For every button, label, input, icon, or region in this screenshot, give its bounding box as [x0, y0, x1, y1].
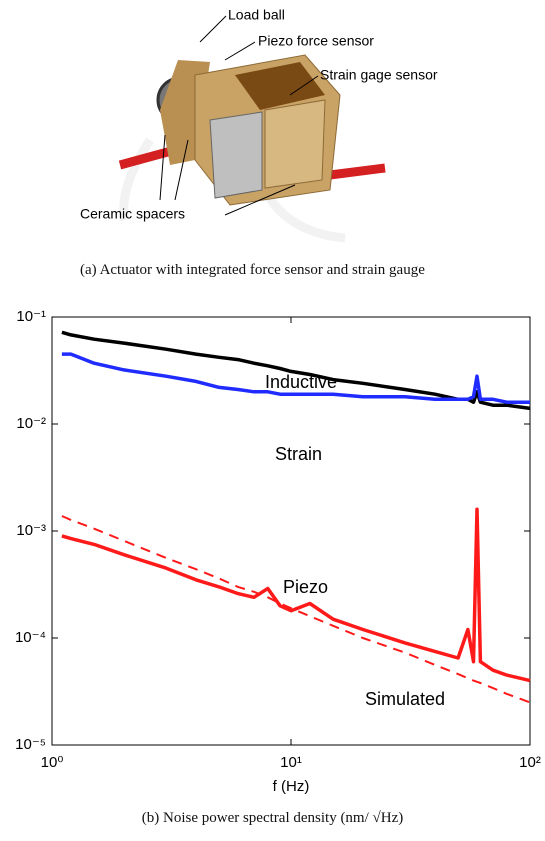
y-tick-label: 10⁻³ [16, 522, 46, 539]
caption-b: (b) Noise power spectral density (nm/ √H… [141, 810, 404, 826]
x-tick-label: 10² [519, 754, 541, 771]
cable [119, 137, 154, 222]
y-tick-label: 10⁻⁴ [15, 629, 46, 646]
x-axis-label: f (Hz) [273, 778, 310, 795]
photo-label: Piezo force sensor [258, 33, 374, 49]
series-line [61, 507, 531, 683]
caption-a: (a) Actuator with integrated force senso… [80, 262, 425, 278]
clamp [209, 111, 263, 199]
series-label: Strain [275, 444, 322, 464]
series-line [61, 352, 530, 404]
series-line [61, 515, 531, 704]
leader [224, 184, 296, 216]
leader [289, 75, 319, 96]
y-tick-label: 10⁻¹ [16, 308, 46, 325]
series-label: Inductive [265, 372, 337, 392]
x-tick-label: 10⁰ [41, 754, 64, 771]
series-label: Piezo [283, 577, 328, 597]
leader [224, 41, 256, 61]
series-line [61, 330, 531, 411]
leader [199, 15, 227, 43]
y-tick-label: 10⁻⁵ [15, 736, 46, 753]
leader [174, 139, 189, 201]
series-label: Simulated [365, 689, 445, 709]
photo [118, 15, 386, 243]
leader [159, 134, 166, 201]
spacer [264, 99, 326, 189]
photo-label: Load ball [228, 7, 285, 23]
y-tick-label: 10⁻² [16, 415, 46, 432]
cable [118, 145, 177, 170]
photo-label: Strain gage sensor [320, 67, 438, 83]
photo-label: Ceramic spacers [80, 206, 185, 222]
cable [329, 163, 386, 180]
strain-gage [235, 62, 325, 110]
x-tick-label: 10¹ [280, 754, 302, 771]
